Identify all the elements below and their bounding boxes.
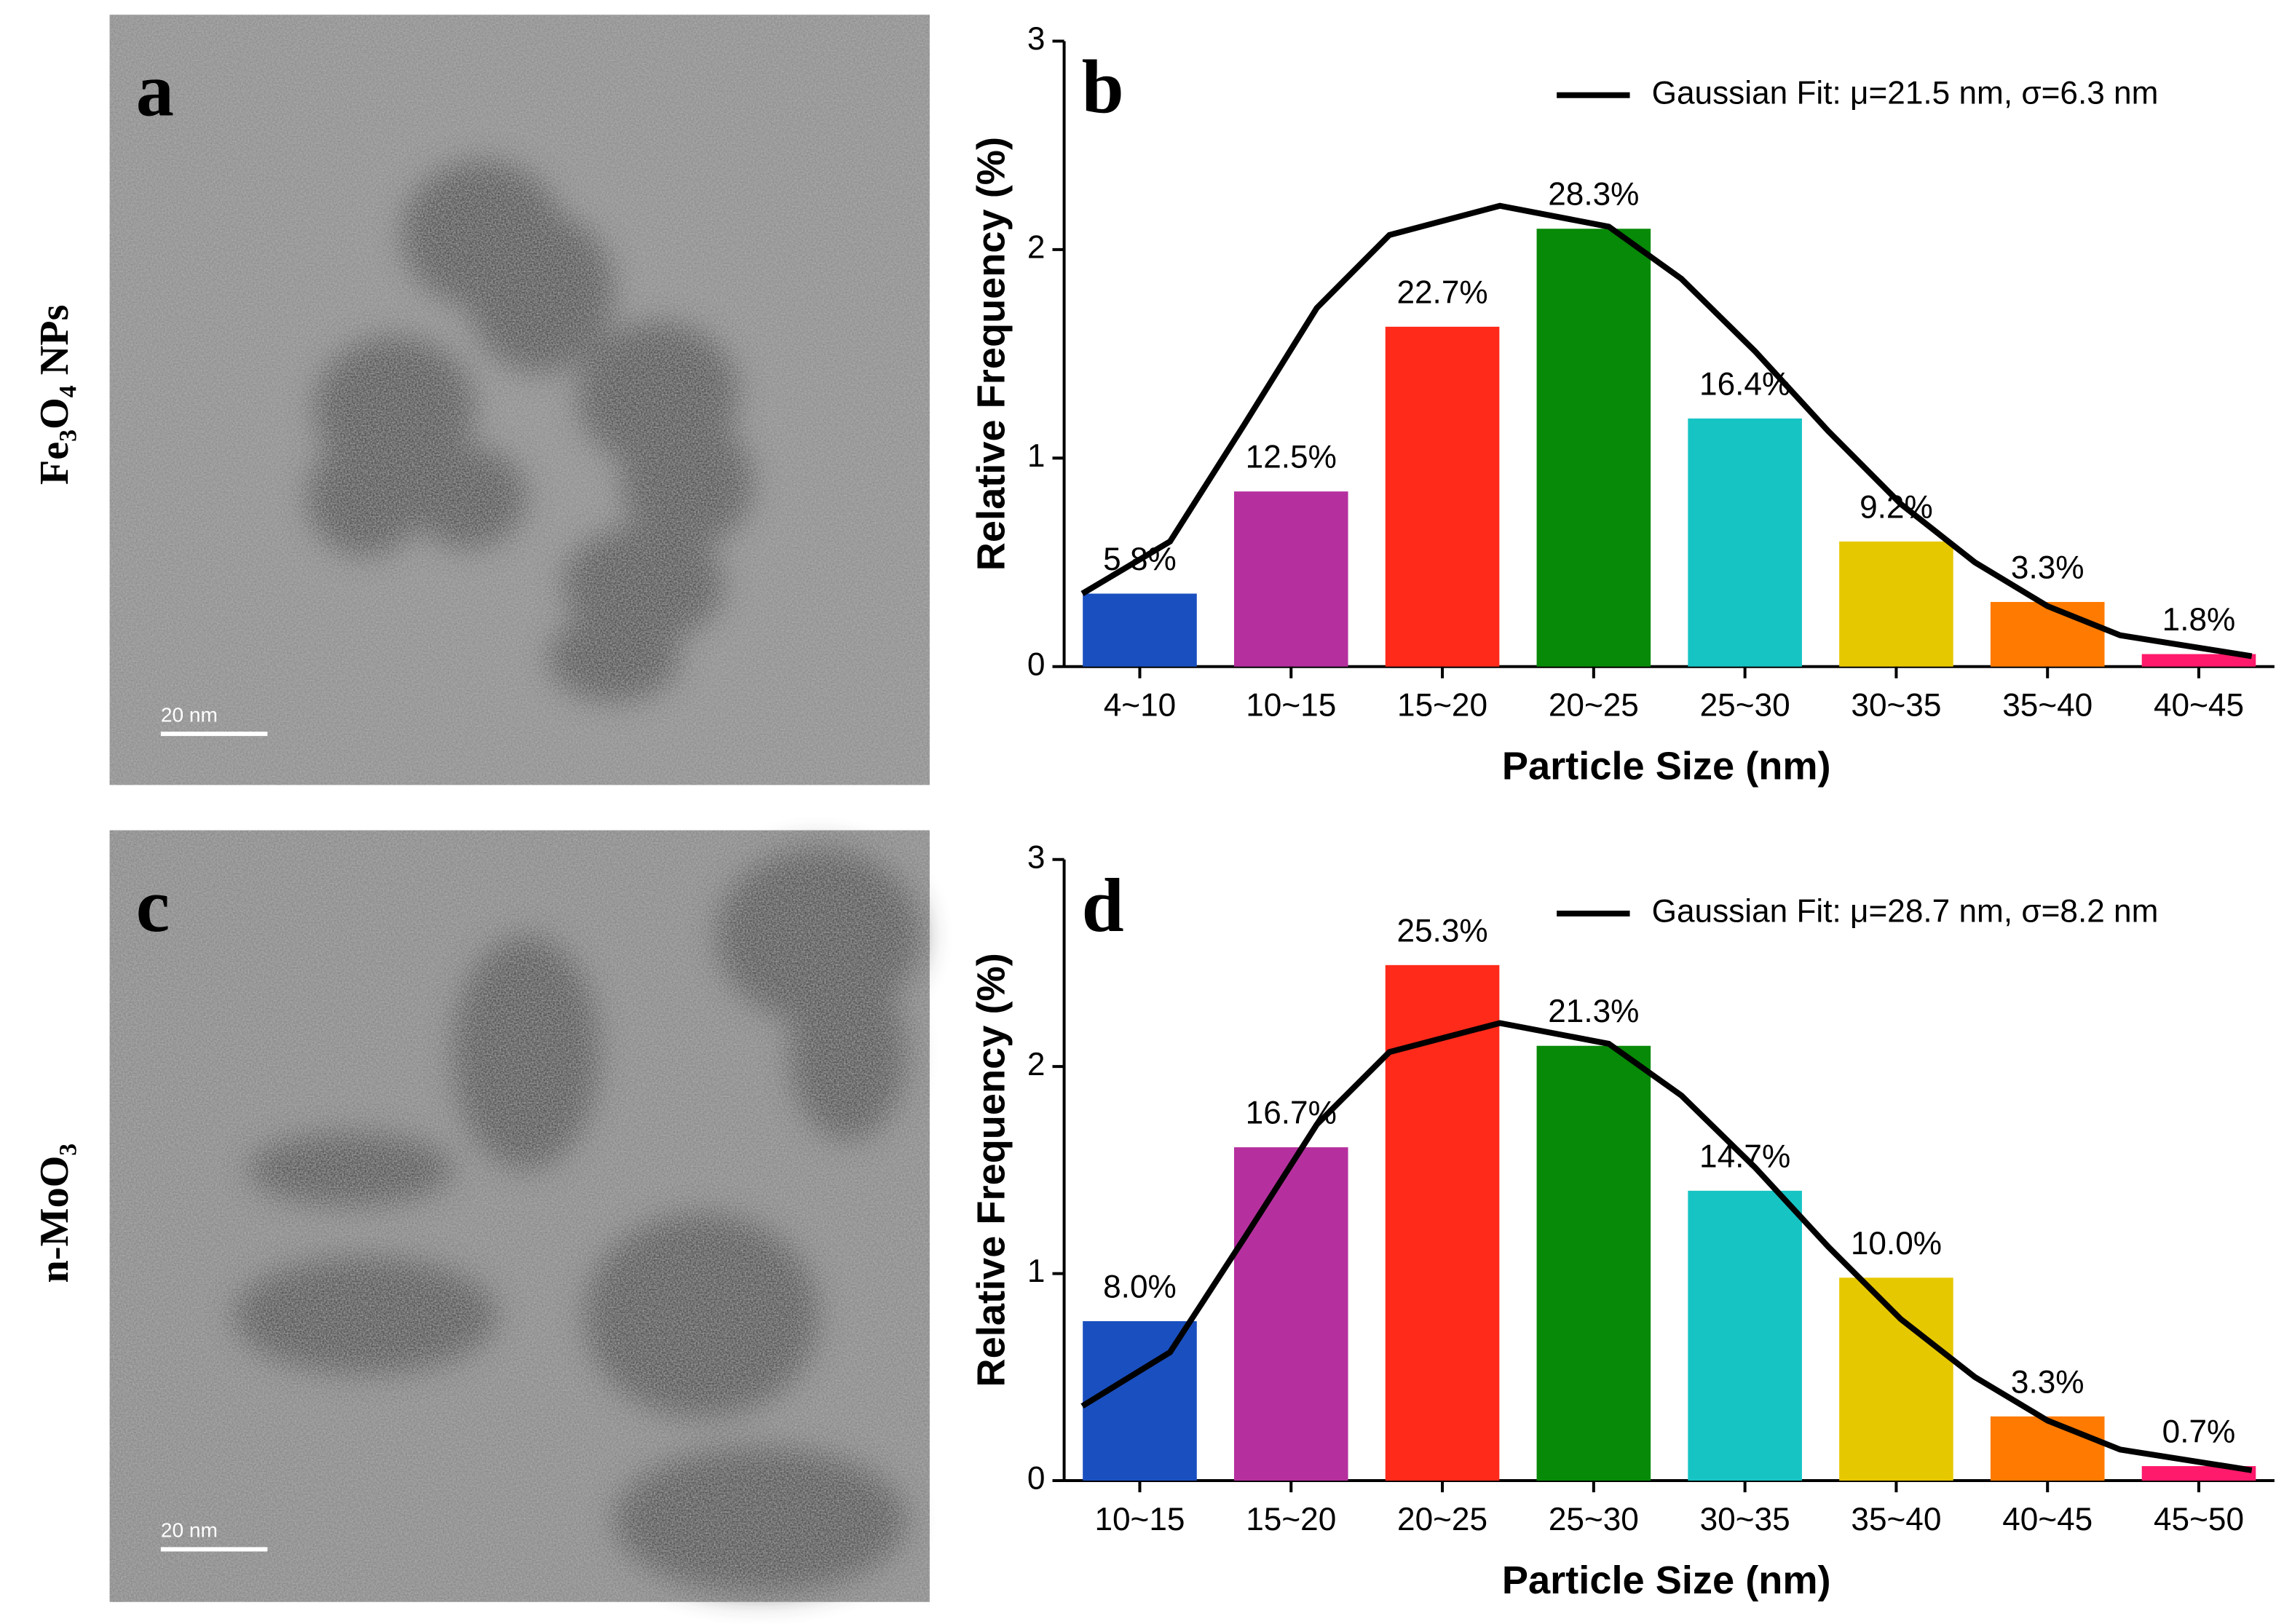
- tem-image: [109, 830, 930, 1602]
- x-axis-label: Particle Size (nm): [1502, 1558, 1831, 1602]
- y-tick-label: 1: [1027, 1253, 1046, 1289]
- bar: [1536, 229, 1651, 667]
- sample-label: Fe₃O₄ NPs: [32, 305, 77, 486]
- x-tick-label: 35~40: [1851, 1502, 1941, 1537]
- x-tick-label: 30~35: [1851, 688, 1941, 724]
- x-tick-label: 4~10: [1104, 688, 1176, 724]
- panel-letter: a: [136, 48, 174, 132]
- bar: [1233, 491, 1348, 667]
- bar-label: 16.7%: [1246, 1096, 1337, 1131]
- x-tick-label: 10~15: [1246, 688, 1336, 724]
- x-tick-label: 25~30: [1700, 688, 1790, 724]
- x-tick-label: 40~45: [2002, 1502, 2093, 1537]
- bar-label: 8.0%: [1103, 1270, 1177, 1305]
- y-tick-label: 2: [1027, 230, 1046, 266]
- legend-label: Gaussian Fit: μ=28.7 nm, σ=8.2 nm: [1652, 894, 2159, 930]
- tem-image: [109, 15, 930, 785]
- x-tick-label: 15~20: [1397, 688, 1487, 724]
- fit-curve: [1080, 202, 2253, 659]
- bar-label: 3.3%: [2011, 1364, 2084, 1400]
- x-tick-label: 35~40: [2002, 688, 2093, 724]
- x-tick-label: 45~50: [2154, 1502, 2244, 1537]
- x-tick-label: 15~20: [1246, 1502, 1336, 1537]
- bar: [1990, 1416, 2105, 1481]
- y-tick-label: 1: [1027, 438, 1046, 474]
- y-tick-label: 0: [1027, 1461, 1046, 1497]
- bar: [1688, 418, 1802, 667]
- bar: [1688, 1190, 1802, 1481]
- bar-label: 0.7%: [2162, 1414, 2236, 1450]
- bar: [1839, 541, 1953, 667]
- bar-label: 1.8%: [2162, 602, 2236, 638]
- panel-letter: b: [1082, 45, 1124, 130]
- x-tick-label: 20~25: [1549, 688, 1639, 724]
- panel-letter: c: [136, 863, 170, 948]
- bar-label: 21.3%: [1548, 994, 1639, 1029]
- bar-label: 28.3%: [1548, 177, 1639, 213]
- x-axis-label: Particle Size (nm): [1502, 745, 1831, 788]
- bar-label: 3.3%: [2011, 550, 2084, 585]
- x-tick-label: 25~30: [1549, 1502, 1639, 1537]
- panel-letter: d: [1082, 863, 1124, 948]
- bar: [1385, 326, 1500, 667]
- sample-label: n-MoO₃: [32, 1144, 77, 1283]
- scale-bar-label: 20 nm: [161, 703, 218, 726]
- x-tick-label: 20~25: [1397, 1502, 1487, 1537]
- bar: [1083, 1320, 1197, 1481]
- fit-curve: [1080, 1020, 2253, 1473]
- bar: [1990, 601, 2105, 667]
- x-tick-label: 10~15: [1094, 1502, 1185, 1537]
- x-tick-label: 30~35: [1700, 1502, 1790, 1537]
- x-tick-label: 40~45: [2154, 688, 2244, 724]
- y-tick-label: 3: [1027, 839, 1046, 875]
- y-tick-label: 3: [1027, 21, 1046, 57]
- y-tick-label: 2: [1027, 1047, 1046, 1082]
- bar: [1385, 965, 1500, 1481]
- bar: [1839, 1278, 1953, 1481]
- bar-label: 12.5%: [1246, 440, 1337, 475]
- bar: [2141, 654, 2256, 667]
- legend-label: Gaussian Fit: μ=21.5 nm, σ=6.3 nm: [1652, 75, 2159, 111]
- y-axis-label: Relative Frequency (%): [970, 137, 1013, 571]
- bar-label: 25.3%: [1396, 913, 1487, 948]
- bar: [1083, 593, 1197, 667]
- bar-label: 22.7%: [1396, 274, 1487, 310]
- bar: [2141, 1466, 2256, 1481]
- bar: [1536, 1045, 1651, 1481]
- bar: [1233, 1147, 1348, 1481]
- scale-bar-label: 20 nm: [161, 1519, 218, 1542]
- y-tick-label: 0: [1027, 646, 1046, 682]
- bar-label: 10.0%: [1851, 1226, 1942, 1261]
- y-axis-label: Relative Frequency (%): [970, 953, 1013, 1387]
